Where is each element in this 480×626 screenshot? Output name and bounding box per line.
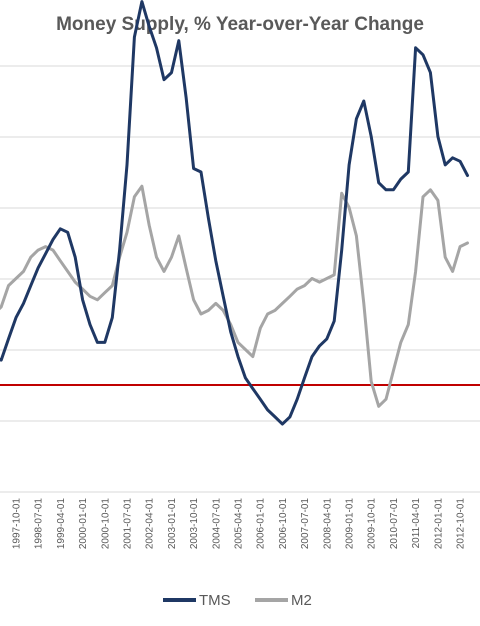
x-tick-label: 1998-07-01 [34, 498, 45, 550]
x-tick-label: 2007-07-01 [300, 498, 311, 550]
x-tick-label: 2008-04-01 [322, 498, 333, 550]
x-tick-label: 2000-01-01 [78, 498, 89, 550]
x-axis-tick-labels: 1997-10-01 1998-07-01 1999-04-01 2000-01-01… [12, 498, 467, 550]
x-tick-label: 2012-10-01 [456, 498, 467, 550]
x-tick-label: 2005-04-01 [234, 498, 245, 550]
x-tick-label: 2003-01-01 [167, 498, 178, 550]
gridlines [0, 65, 480, 493]
x-tick-label: 2009-01-01 [345, 498, 356, 550]
x-tick-label: 2009-10-01 [367, 498, 378, 550]
x-tick-label: 2001-07-01 [123, 498, 134, 550]
x-tick-label: 2011-04-01 [411, 498, 422, 549]
x-tick-label: 1997-10-01 [12, 498, 23, 550]
x-tick-label: 2003-10-01 [189, 498, 200, 550]
x-tick-label: 1999-04-01 [56, 498, 67, 550]
series-line-tms [0, 0, 469, 426]
x-tick-label: 2006-10-01 [278, 498, 289, 550]
x-tick-label: 2012-01-01 [433, 498, 444, 550]
x-tick-label: 2004-07-01 [211, 498, 222, 550]
x-tick-label: 2010-07-01 [389, 498, 400, 550]
series-line-m2 [0, 184, 469, 408]
legend-label-tms: TMS [199, 592, 231, 609]
legend: TMS M2 [163, 592, 312, 609]
x-tick-label: 2002-04-01 [145, 498, 156, 550]
legend-label-m2: M2 [291, 592, 312, 609]
series-lines [0, 0, 469, 426]
x-tick-label: 2006-01-01 [256, 498, 267, 550]
x-tick-label: 2000-10-01 [100, 498, 111, 550]
